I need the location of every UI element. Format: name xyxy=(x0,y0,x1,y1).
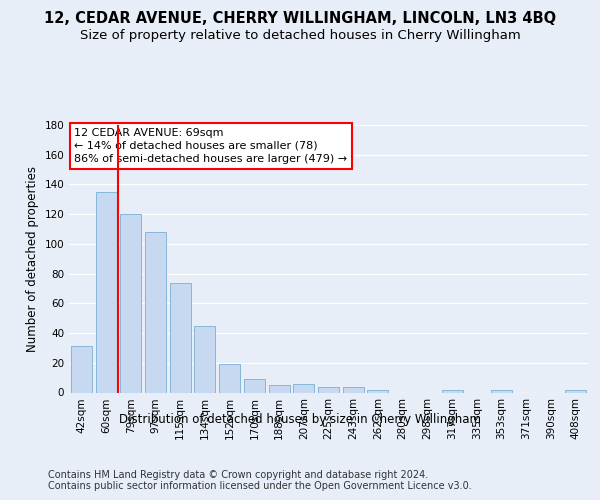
Bar xyxy=(318,386,339,392)
Text: Distribution of detached houses by size in Cherry Willingham: Distribution of detached houses by size … xyxy=(119,412,481,426)
Bar xyxy=(367,390,388,392)
Text: Size of property relative to detached houses in Cherry Willingham: Size of property relative to detached ho… xyxy=(80,29,520,42)
Bar xyxy=(219,364,240,392)
Text: Contains public sector information licensed under the Open Government Licence v3: Contains public sector information licen… xyxy=(48,481,472,491)
Y-axis label: Number of detached properties: Number of detached properties xyxy=(26,166,39,352)
Text: 12, CEDAR AVENUE, CHERRY WILLINGHAM, LINCOLN, LN3 4BQ: 12, CEDAR AVENUE, CHERRY WILLINGHAM, LIN… xyxy=(44,11,556,26)
Bar xyxy=(293,384,314,392)
Bar xyxy=(95,192,116,392)
Bar xyxy=(343,386,364,392)
Bar xyxy=(491,390,512,392)
Bar xyxy=(170,282,191,393)
Bar xyxy=(194,326,215,392)
Bar xyxy=(120,214,141,392)
Bar xyxy=(244,379,265,392)
Bar xyxy=(145,232,166,392)
Bar xyxy=(71,346,92,393)
Text: Contains HM Land Registry data © Crown copyright and database right 2024.: Contains HM Land Registry data © Crown c… xyxy=(48,470,428,480)
Bar xyxy=(442,390,463,392)
Bar xyxy=(565,390,586,392)
Text: 12 CEDAR AVENUE: 69sqm
← 14% of detached houses are smaller (78)
86% of semi-det: 12 CEDAR AVENUE: 69sqm ← 14% of detached… xyxy=(74,128,347,164)
Bar xyxy=(269,385,290,392)
